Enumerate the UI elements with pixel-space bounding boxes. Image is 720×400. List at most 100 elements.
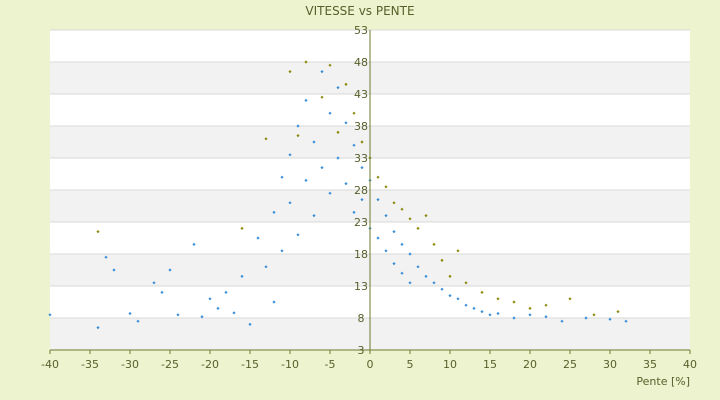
- scatter-point: [224, 290, 228, 294]
- scatter-point: [344, 82, 348, 86]
- scatter-point: [336, 156, 340, 160]
- scatter-point: [200, 315, 204, 319]
- x-tick-label: -30: [121, 358, 139, 371]
- x-tick-label: -25: [161, 358, 179, 371]
- scatter-point: [408, 252, 412, 256]
- scatter-point: [48, 313, 52, 317]
- scatter-point: [392, 262, 396, 266]
- y-tick-label: 8: [358, 312, 365, 325]
- scatter-point: [176, 313, 180, 317]
- x-tick-label: -10: [281, 358, 299, 371]
- scatter-point: [296, 233, 300, 237]
- scatter-point: [344, 182, 348, 186]
- scatter-point: [384, 214, 388, 218]
- scatter-point: [568, 297, 572, 301]
- scatter-point: [456, 249, 460, 253]
- scatter-point: [256, 236, 260, 240]
- scatter-point: [280, 249, 284, 253]
- scatter-point: [272, 210, 276, 214]
- scatter-point: [528, 306, 532, 310]
- scatter-point: [336, 130, 340, 134]
- scatter-point: [376, 198, 380, 202]
- scatter-point: [264, 137, 268, 141]
- scatter-point: [544, 303, 548, 307]
- scatter-point: [480, 310, 484, 314]
- x-tick-label: 5: [407, 358, 414, 371]
- scatter-point: [528, 313, 532, 317]
- scatter-point: [440, 258, 444, 262]
- scatter-point: [288, 201, 292, 205]
- scatter-point: [328, 191, 332, 195]
- y-tick-label: 13: [354, 280, 368, 293]
- scatter-point: [512, 300, 516, 304]
- scatter-point: [352, 143, 356, 147]
- x-tick-label: -5: [325, 358, 336, 371]
- scatter-point: [400, 207, 404, 211]
- scatter-point: [208, 297, 212, 301]
- y-tick-label: 23: [354, 216, 368, 229]
- scatter-point: [496, 311, 500, 316]
- scatter-point: [496, 297, 500, 301]
- x-axis-label: Pente [%]: [636, 375, 690, 388]
- scatter-point: [96, 326, 100, 330]
- scatter-point: [288, 153, 292, 157]
- scatter-point: [296, 124, 300, 128]
- scatter-point: [472, 306, 476, 310]
- x-tick-label: 35: [643, 358, 657, 371]
- scatter-point: [424, 214, 428, 218]
- y-tick-label: 3: [358, 344, 365, 357]
- scatter-point: [136, 319, 140, 323]
- scatter-point: [168, 268, 172, 272]
- scatter-point: [304, 178, 308, 182]
- scatter-point: [384, 185, 388, 189]
- x-tick-label: -20: [201, 358, 219, 371]
- x-tick-label: 10: [443, 358, 457, 371]
- scatter-point: [416, 265, 420, 269]
- scatter-point: [448, 294, 452, 298]
- scatter-point: [608, 317, 612, 321]
- x-tick-label: 20: [523, 358, 537, 371]
- scatter-point: [512, 316, 516, 320]
- scatter-point: [248, 322, 252, 326]
- scatter-point: [344, 121, 348, 125]
- tick-labels: -40 -35 -30 -25 -20 -15 -10 -5 0 5 10 15 20 25 30 35 40 3…: [41, 24, 697, 371]
- x-tick-label: 25: [563, 358, 577, 371]
- scatter-point: [376, 175, 380, 179]
- scatter-point: [464, 281, 468, 285]
- scatter-point: [400, 242, 404, 246]
- scatter-point: [440, 287, 444, 291]
- x-tick-label: 30: [603, 358, 617, 371]
- scatter-point: [320, 166, 324, 170]
- scatter-point: [392, 230, 396, 234]
- scatter-point: [400, 271, 404, 275]
- scatter-point: [336, 86, 340, 90]
- scatter-point: [408, 217, 412, 221]
- scatter-point: [352, 111, 356, 115]
- scatter-point: [464, 303, 468, 307]
- scatter-point: [560, 319, 564, 323]
- x-tick-label: 0: [367, 358, 374, 371]
- scatter-point: [320, 95, 324, 99]
- scatter-point: [96, 230, 100, 234]
- scatter-point: [112, 268, 116, 272]
- scatter-point: [192, 242, 196, 246]
- scatter-point: [216, 306, 220, 310]
- x-tick-label: 15: [483, 358, 497, 371]
- scatter-point: [360, 166, 364, 170]
- scatter-point: [360, 198, 364, 202]
- scatter-point: [296, 134, 300, 138]
- scatter-point: [424, 274, 428, 278]
- y-tick-label: 43: [354, 88, 368, 101]
- x-tick-label: -35: [81, 358, 99, 371]
- scatter-point: [288, 70, 292, 74]
- scatter-point: [152, 281, 156, 285]
- scatter-point: [432, 242, 436, 246]
- scatter-point: [448, 274, 452, 278]
- scatter-point: [312, 214, 316, 218]
- x-tick-label: -40: [41, 358, 59, 371]
- scatter-point: [104, 255, 108, 259]
- scatter-point: [488, 313, 492, 317]
- scatter-point: [272, 300, 276, 304]
